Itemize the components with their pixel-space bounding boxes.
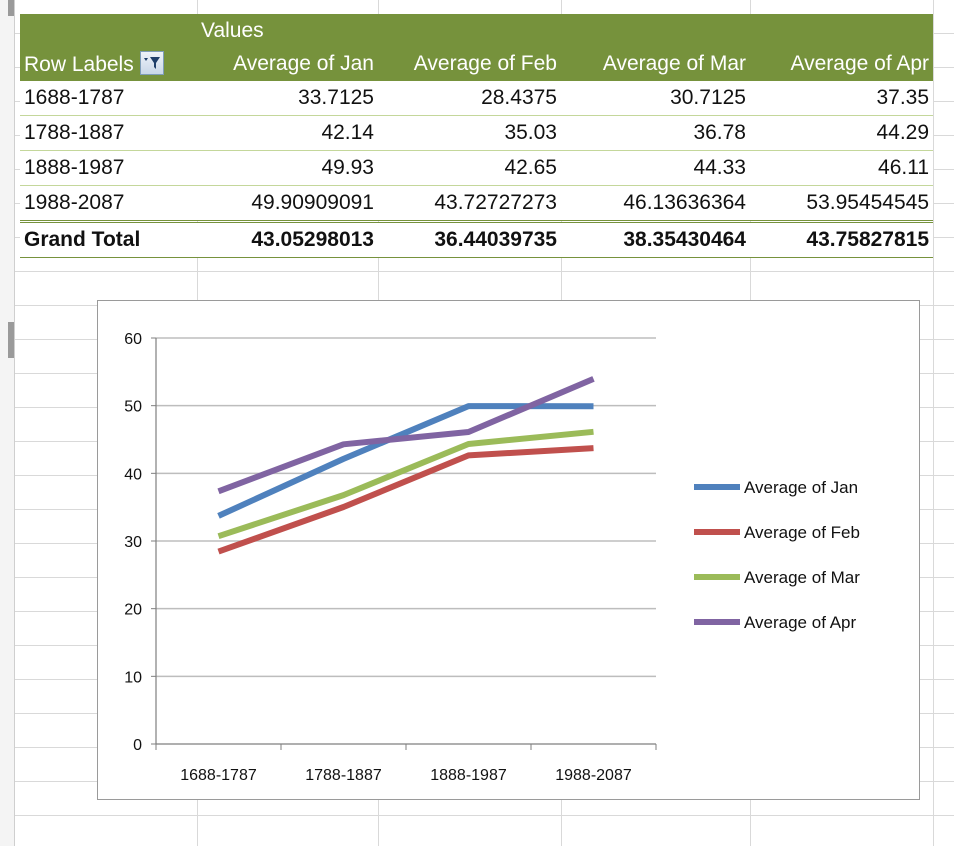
row-label[interactable]: 1888-1987 bbox=[20, 150, 197, 186]
table-row: 1788-1887 42.14 35.03 36.78 44.29 bbox=[20, 115, 934, 151]
value-cell[interactable]: 49.90909091 bbox=[197, 185, 378, 223]
empty-header-cell bbox=[20, 14, 197, 47]
column-header-jan[interactable]: Average of Jan bbox=[197, 47, 378, 81]
y-tick-label: 0 bbox=[133, 737, 142, 754]
row-selection-marker bbox=[8, 0, 14, 16]
row-header-strip bbox=[0, 0, 15, 846]
y-tick-label: 10 bbox=[124, 669, 142, 686]
y-tick-label: 60 bbox=[124, 331, 142, 348]
series-line-2[interactable] bbox=[217, 445, 594, 555]
value-cell[interactable]: 37.35 bbox=[750, 81, 934, 116]
legend-entry-label[interactable]: Average of Apr bbox=[744, 613, 856, 632]
row-selection-marker bbox=[8, 322, 14, 358]
grand-total-row: Grand Total 43.05298013 36.44039735 38.3… bbox=[20, 221, 934, 258]
legend-entry-label[interactable]: Average of Feb bbox=[744, 523, 860, 542]
value-cell[interactable]: 53.95454545 bbox=[750, 185, 934, 223]
x-tick-label: 1788-1887 bbox=[305, 767, 382, 784]
row-labels-header: Row Labels bbox=[20, 47, 197, 81]
x-tick-label: 1688-1787 bbox=[180, 767, 257, 784]
series-line-4[interactable] bbox=[217, 376, 595, 495]
total-cell[interactable]: 36.44039735 bbox=[378, 221, 561, 258]
value-cell[interactable]: 46.13636364 bbox=[561, 185, 750, 223]
column-divider bbox=[933, 0, 934, 846]
value-cell[interactable]: 28.4375 bbox=[378, 81, 561, 116]
row-label[interactable]: 1988-2087 bbox=[20, 185, 197, 223]
filter-dropdown-button[interactable] bbox=[139, 51, 164, 75]
x-tick-label: 1888-1987 bbox=[430, 767, 507, 784]
value-cell[interactable]: 44.29 bbox=[750, 115, 934, 151]
value-cell[interactable]: 30.7125 bbox=[561, 81, 750, 116]
values-caption: Values bbox=[197, 14, 934, 47]
chart-canvas: 0 10 20 30 40 50 60 1688-1787 1788-1887 1888-1987… bbox=[124, 331, 860, 784]
series-line-1[interactable] bbox=[217, 403, 594, 519]
value-cell[interactable]: 42.65 bbox=[378, 150, 561, 186]
y-tick-label: 20 bbox=[124, 602, 142, 619]
value-cell[interactable]: 36.78 bbox=[561, 115, 750, 151]
value-cell[interactable]: 35.03 bbox=[378, 115, 561, 151]
filter-icon bbox=[143, 57, 160, 69]
total-cell[interactable]: 43.05298013 bbox=[197, 221, 378, 258]
value-cell[interactable]: 42.14 bbox=[197, 115, 378, 151]
value-cell[interactable]: 43.72727273 bbox=[378, 185, 561, 223]
value-cell[interactable]: 33.7125 bbox=[197, 81, 378, 116]
series-line-3[interactable] bbox=[217, 428, 594, 540]
value-cell[interactable]: 44.33 bbox=[561, 150, 750, 186]
table-row: 1988-2087 49.90909091 43.72727273 46.136… bbox=[20, 185, 934, 223]
value-cell[interactable]: 49.93 bbox=[197, 150, 378, 186]
line-chart[interactable]: 0 10 20 30 40 50 60 1688-1787 1788-1887 1888-1987… bbox=[97, 300, 920, 800]
y-tick-label: 30 bbox=[124, 534, 142, 551]
value-cell[interactable]: 46.11 bbox=[750, 150, 934, 186]
total-cell[interactable]: 43.75827815 bbox=[750, 221, 934, 258]
column-header-mar[interactable]: Average of Mar bbox=[561, 47, 750, 81]
column-header-feb[interactable]: Average of Feb bbox=[378, 47, 561, 81]
column-header-apr[interactable]: Average of Apr bbox=[750, 47, 934, 81]
legend-entry-label[interactable]: Average of Jan bbox=[744, 478, 858, 497]
row-labels-label: Row Labels bbox=[24, 53, 134, 76]
total-cell[interactable]: 38.35430464 bbox=[561, 221, 750, 258]
y-tick-label: 40 bbox=[124, 466, 142, 483]
pivot-table: Values Row Labels Average of Jan Average… bbox=[20, 14, 934, 258]
row-label[interactable]: 1788-1887 bbox=[20, 115, 197, 151]
row-label[interactable]: 1688-1787 bbox=[20, 81, 197, 116]
table-row: 1888-1987 49.93 42.65 44.33 46.11 bbox=[20, 150, 934, 186]
legend-entry-label[interactable]: Average of Mar bbox=[744, 568, 860, 587]
x-tick-label: 1988-2087 bbox=[555, 767, 632, 784]
grand-total-label[interactable]: Grand Total bbox=[20, 221, 197, 258]
y-tick-label: 50 bbox=[124, 399, 142, 416]
table-row: 1688-1787 33.7125 28.4375 30.7125 37.35 bbox=[20, 81, 934, 116]
